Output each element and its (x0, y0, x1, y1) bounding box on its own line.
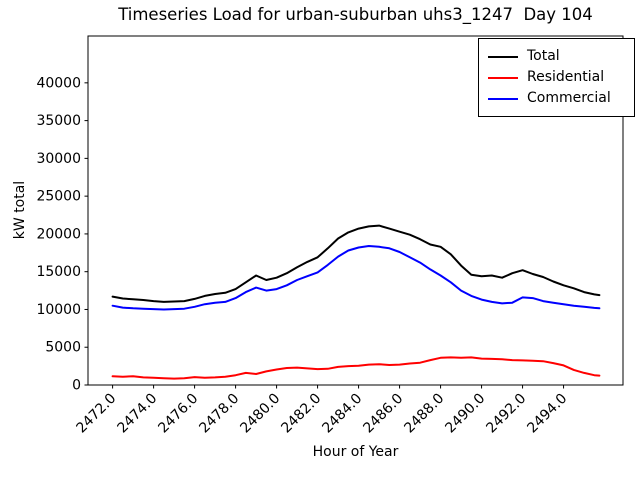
legend-label: Commercial (527, 90, 611, 106)
chart-title: Timeseries Load for urban-suburban uhs3_… (118, 5, 593, 24)
x-tick-label: 2492.0 (483, 391, 529, 437)
series-line-commercial (111, 245, 601, 311)
legend-row-commercial: Commercial (488, 88, 625, 109)
x-tick-label: 2490.0 (442, 391, 488, 437)
y-tick-label: 30000 (36, 151, 81, 167)
legend-label: Residential (527, 69, 605, 85)
x-tick-label: 2482.0 (278, 391, 324, 437)
x-tick-label: 2494.0 (524, 391, 570, 437)
y-axis-label: kW total (12, 180, 28, 240)
x-tick-label: 2478.0 (196, 391, 242, 437)
legend-row-residential: Residential (488, 67, 625, 88)
y-tick-label: 10000 (36, 302, 81, 318)
legend-row-total: Total (488, 46, 625, 67)
series-line-total (111, 224, 601, 303)
y-tick-label: 20000 (36, 226, 81, 242)
x-tick-label: 2488.0 (401, 391, 447, 437)
y-tick-label: 25000 (36, 189, 81, 205)
x-tick-label: 2480.0 (237, 391, 283, 437)
y-tick-label: 5000 (45, 340, 81, 356)
x-tick-label: 2474.0 (114, 391, 160, 437)
x-tick-label: 2486.0 (360, 391, 406, 437)
legend-line-sample (488, 55, 518, 58)
axes-frame (87, 35, 624, 386)
x-tick-label: 2472.0 (73, 391, 119, 437)
series-line-residential (111, 356, 601, 380)
y-tick-label: 40000 (36, 75, 81, 91)
x-tick-label: 2476.0 (155, 391, 201, 437)
legend-label: Total (527, 48, 560, 64)
legend-line-sample (488, 76, 518, 79)
x-tick-label: 2484.0 (319, 391, 365, 437)
y-tick-label: 0 (72, 378, 81, 394)
y-tick-label: 35000 (36, 113, 81, 129)
y-tick-label: 15000 (36, 264, 81, 280)
x-axis-label: Hour of Year (312, 444, 399, 460)
legend: Total Residential Commercial (478, 38, 635, 117)
legend-line-sample (488, 97, 518, 100)
